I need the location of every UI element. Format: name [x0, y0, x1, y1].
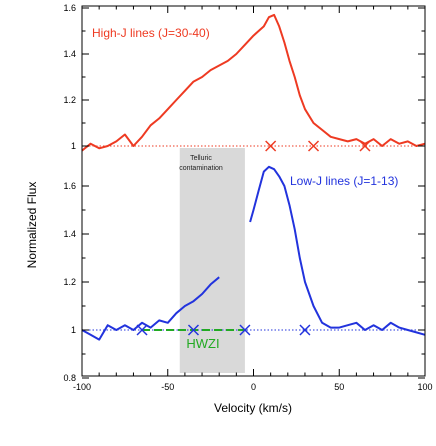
continuum-layer — [82, 145, 425, 331]
lower-marker-1 — [187, 324, 200, 336]
lower-y-tick-label-2: 1.2 — [63, 277, 76, 287]
lower-y-tick-label-0: 0.8 — [63, 373, 76, 383]
low-j-annotation: Low-J lines (J=1-13) — [290, 174, 398, 188]
lower-y-tick-label-1: 1 — [71, 325, 76, 335]
x-axis-label: Velocity (km/s) — [214, 401, 292, 415]
marker-layer — [136, 140, 371, 336]
upper-y-tick-label-3: 1.6 — [63, 3, 76, 13]
hwzi-label: HWZI — [186, 336, 219, 351]
x-tick-label-4: 100 — [417, 382, 432, 392]
x-tick-label-0: -100 — [73, 382, 91, 392]
telluric-shade — [179, 148, 245, 373]
upper-marker-2-stroke-b — [359, 140, 371, 152]
plot-frame — [81, 5, 426, 377]
shaded-region-layer — [179, 148, 245, 373]
x-tick-label-3: 50 — [334, 382, 344, 392]
axis-ticks — [81, 6, 426, 379]
telluric-label-line1: Telluric — [190, 155, 212, 162]
x-tick-label-2: 0 — [251, 382, 256, 392]
low-j-series-line — [81, 165, 426, 341]
lower-marker-0 — [136, 324, 148, 336]
x-tick-label-1: -50 — [161, 382, 174, 392]
upper-marker-1 — [307, 140, 320, 152]
upper-y-tick-label-2: 1.4 — [63, 49, 76, 59]
lower-marker-0-stroke-b — [136, 324, 148, 336]
tick-labels: -100 -50 0 50 100 1 1.2 1.4 1.6 0.8 1 1.2 1.4 1.6 — [63, 3, 432, 392]
lower-marker-3 — [299, 324, 311, 336]
upper-marker-1-stroke-b — [307, 140, 320, 152]
upper-y-tick-label-1: 1.2 — [63, 95, 76, 105]
lower-marker-2-stroke-b — [239, 324, 251, 336]
lower-y-tick-label-3: 1.4 — [63, 229, 76, 239]
upper-marker-0 — [265, 140, 277, 152]
high-j-annotation: High-J lines (J=30-40) — [92, 26, 210, 40]
upper-y-tick-label-0: 1 — [71, 141, 76, 151]
y-axis-label: Normalized Flux — [25, 182, 39, 269]
lower-marker-2 — [239, 324, 251, 336]
lower-marker-3-stroke-b — [299, 324, 311, 336]
lower-marker-1-stroke-b — [187, 324, 200, 336]
lower-y-tick-label-4: 1.6 — [63, 181, 76, 191]
telluric-label-line2: contamination — [179, 165, 223, 172]
upper-marker-0-stroke-b — [265, 140, 277, 152]
upper-marker-2 — [359, 140, 371, 152]
